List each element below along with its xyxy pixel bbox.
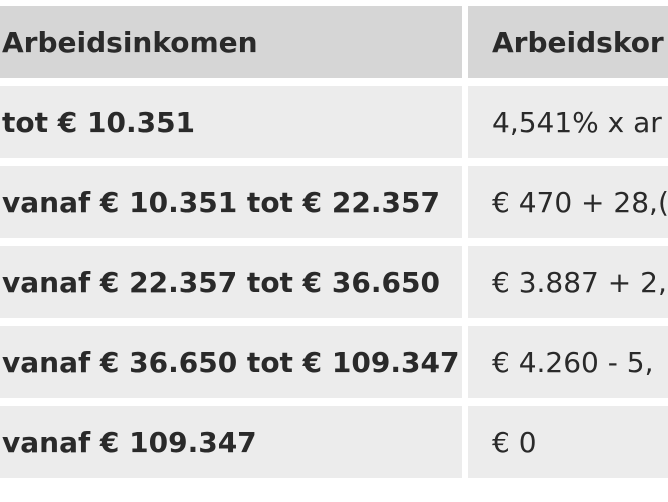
credit-formula-cell: € 0	[468, 406, 668, 478]
table-row: vanaf € 10.351 tot € 22.357 € 470 + 28,(	[0, 166, 668, 238]
table-row: tot € 10.351 4,541% x ar	[0, 86, 668, 158]
income-bracket-cell: vanaf € 109.347	[0, 406, 462, 478]
table-header-row: Arbeidsinkomen Arbeidskor	[0, 6, 668, 78]
credit-formula-cell: € 4.260 - 5,	[468, 326, 668, 398]
credit-formula-cell: € 470 + 28,(	[468, 166, 668, 238]
income-table: Arbeidsinkomen Arbeidskor tot € 10.351 4…	[0, 6, 668, 480]
header-arbeidsinkomen: Arbeidsinkomen	[0, 6, 462, 78]
income-bracket-cell: vanaf € 36.650 tot € 109.347	[0, 326, 462, 398]
credit-formula-cell: € 3.887 + 2,	[468, 246, 668, 318]
table-row: vanaf € 22.357 tot € 36.650 € 3.887 + 2,	[0, 246, 668, 318]
income-bracket-cell: vanaf € 22.357 tot € 36.650	[0, 246, 462, 318]
credit-formula-cell: 4,541% x ar	[468, 86, 668, 158]
table-row: vanaf € 109.347 € 0	[0, 406, 668, 478]
table-row: vanaf € 36.650 tot € 109.347 € 4.260 - 5…	[0, 326, 668, 398]
income-bracket-cell: tot € 10.351	[0, 86, 462, 158]
income-bracket-cell: vanaf € 10.351 tot € 22.357	[0, 166, 462, 238]
header-arbeidskorting: Arbeidskor	[468, 6, 668, 78]
